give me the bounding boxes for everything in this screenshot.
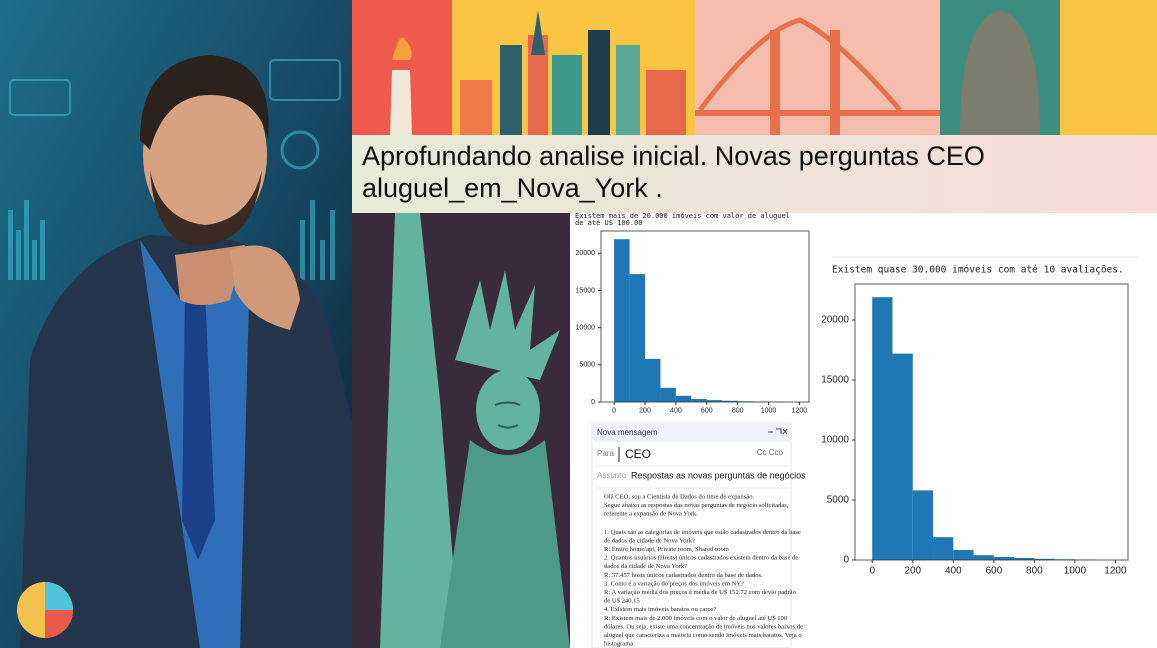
statue-illustration bbox=[352, 213, 570, 648]
y-tick-label: 0 bbox=[591, 399, 595, 406]
x-tick-label: 400 bbox=[670, 407, 682, 414]
email-window bbox=[591, 422, 792, 648]
email-header: Nova mensagem bbox=[597, 428, 658, 437]
y-tick-label: 10000 bbox=[821, 435, 849, 446]
x-tick-label: 200 bbox=[904, 566, 921, 577]
histogram-bar bbox=[645, 358, 661, 402]
histogram-bar bbox=[706, 400, 723, 402]
histogram-bar bbox=[1014, 557, 1035, 560]
email-body-line: dólares. Ou seja, existe uma concentraçã… bbox=[604, 623, 803, 630]
histogram-bar bbox=[912, 490, 934, 560]
email-body-line: de dados da cidade de Nova York? bbox=[604, 537, 695, 544]
x-tick-label: 0 bbox=[869, 566, 875, 577]
chart-title: Existem mais de 20.000 imóveis com valor… bbox=[575, 212, 790, 220]
to-label: Para bbox=[597, 449, 614, 458]
email-body-line: 3. Como é a variação do preços dos imóve… bbox=[604, 580, 744, 587]
recipient: CEO bbox=[625, 447, 651, 461]
histogram-bar bbox=[675, 395, 692, 402]
histogram-bar bbox=[691, 399, 707, 402]
x-tick-label: 800 bbox=[1026, 566, 1043, 577]
x-tick-label: 600 bbox=[701, 407, 713, 414]
histogram-bar bbox=[973, 555, 994, 560]
y-tick-label: 5000 bbox=[579, 362, 595, 369]
chart-title: Existem quase 30.000 imóveis com até 10 … bbox=[832, 265, 1124, 276]
email-body-line: dados da cidade de Nova York? bbox=[604, 563, 687, 570]
cc-link: Cc Cco bbox=[757, 448, 784, 457]
x-tick-label: 200 bbox=[639, 407, 651, 414]
subject-label: Assunto bbox=[597, 471, 626, 480]
y-tick-label: 15000 bbox=[821, 375, 849, 386]
email-body-line: R: Existem mais de 2.000 imóveis com o v… bbox=[604, 615, 788, 622]
title-band bbox=[352, 135, 1157, 213]
portrait bbox=[0, 0, 352, 648]
y-tick-label: 20000 bbox=[821, 315, 849, 326]
x-tick-label: 800 bbox=[732, 407, 744, 414]
histogram-bar bbox=[953, 550, 974, 560]
histogram-bar bbox=[1034, 558, 1055, 560]
page-title: aluguel_em_Nova_York . bbox=[362, 173, 663, 203]
y-tick-label: 20000 bbox=[576, 250, 596, 257]
histogram-bar bbox=[722, 400, 738, 402]
email-body-line: 1. Quais são as categorias de imóveis qu… bbox=[604, 529, 801, 536]
chart-title: de até U$ 100.00 bbox=[575, 219, 642, 227]
email-body-line: R: Entire home/apt, Private room, Shared… bbox=[604, 546, 730, 553]
email-body-line: aluguel que caracteriza a maioria como s… bbox=[604, 632, 802, 639]
histogram-bar bbox=[614, 239, 630, 402]
histogram-bar bbox=[872, 297, 893, 560]
y-tick-label: 0 bbox=[843, 555, 849, 566]
subject: Respostas as novas perguntas de negócios bbox=[631, 470, 806, 480]
email-body-line: referente a expansão de Nova York. bbox=[604, 511, 698, 518]
x-tick-label: 1200 bbox=[1104, 566, 1127, 577]
x-tick-label: 1000 bbox=[1064, 566, 1087, 577]
x-tick-label: 1000 bbox=[761, 407, 777, 414]
email-body-line: Segue abaixo as respostas das novas perg… bbox=[604, 502, 789, 509]
email-body-line: de U$ 240.15 bbox=[604, 598, 640, 605]
email-body-line: 2. Quantos usuários (Hosts) únicos cadas… bbox=[604, 555, 798, 562]
plot-frame bbox=[600, 230, 810, 403]
page-title: Aprofundando analise inicial. Novas perg… bbox=[362, 141, 985, 171]
email-body-line: 4. Existem mais imóveis baratos ou caros… bbox=[604, 606, 716, 613]
city-banner bbox=[352, 0, 1157, 135]
email-body-line: histograma bbox=[604, 641, 633, 648]
plot-frame bbox=[854, 283, 1129, 561]
y-tick-label: 5000 bbox=[827, 495, 850, 506]
histogram-bar bbox=[933, 537, 954, 560]
histogram-bar bbox=[660, 387, 676, 402]
x-tick-label: 1200 bbox=[792, 407, 808, 414]
x-tick-label: 600 bbox=[985, 566, 1002, 577]
x-tick-label: 0 bbox=[612, 407, 616, 414]
histogram-bar bbox=[629, 274, 646, 402]
histogram-bar bbox=[892, 353, 913, 560]
y-tick-label: 10000 bbox=[576, 324, 596, 331]
histogram-bar bbox=[993, 557, 1015, 560]
email-body-line: R: 37.457 hosts únicos cadastrados dentr… bbox=[604, 572, 763, 579]
email-body-line: Olá CEO, sou a Cientista de Dados do tim… bbox=[604, 494, 755, 501]
y-tick-label: 15000 bbox=[576, 287, 596, 294]
x-tick-label: 400 bbox=[945, 566, 962, 577]
email-body-line: R: A variação média dos preços é média d… bbox=[604, 589, 797, 596]
